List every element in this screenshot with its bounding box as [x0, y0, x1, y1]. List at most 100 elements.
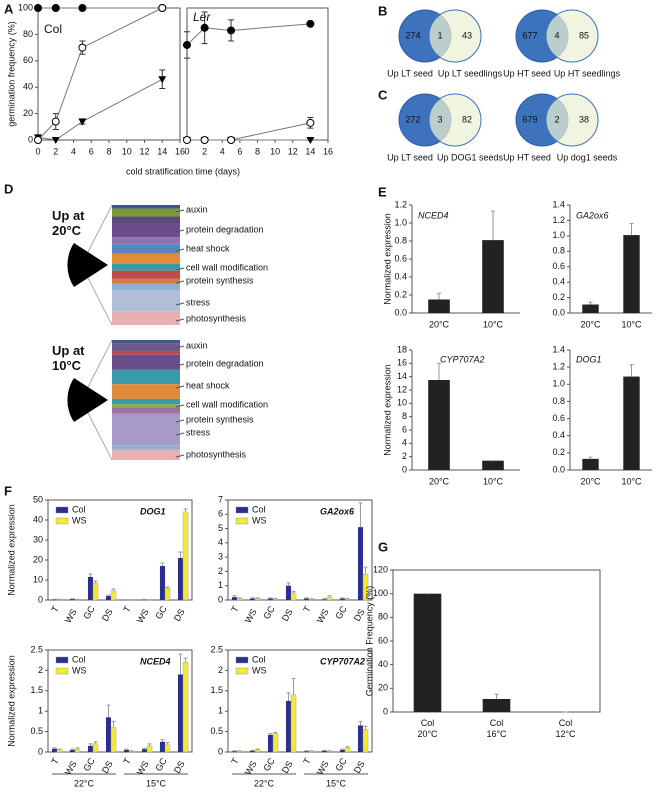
bar — [482, 240, 504, 313]
error-bar — [183, 657, 188, 663]
y-axis-label: Normalized expression — [6, 504, 16, 596]
bar — [303, 751, 309, 752]
error-bar — [57, 748, 62, 750]
y-tick-label: 40 — [33, 514, 43, 524]
x-tick-label: 10°C — [483, 476, 504, 486]
bar — [56, 749, 63, 753]
chart-title: GA2ox6 — [576, 210, 609, 220]
stack-strip — [112, 407, 180, 414]
connector — [87, 277, 113, 326]
bar — [92, 743, 99, 753]
x-tick-label: T — [121, 756, 133, 766]
group-label: 22°C — [74, 778, 95, 788]
venn: 274 1 43 Up LT seed Up LT seedlings — [387, 9, 503, 78]
stack-strip — [112, 413, 180, 446]
bar — [92, 582, 99, 601]
y-tick-label: 0.4 — [552, 430, 565, 440]
error-bar — [165, 742, 170, 745]
marker — [51, 137, 60, 144]
wedge — [67, 243, 108, 287]
venn-count: 2 — [554, 114, 559, 124]
chart: Ler 0 2 4 6 8 10 12 14 16 — [183, 7, 333, 156]
bar — [182, 662, 189, 753]
bar — [69, 599, 75, 600]
bar — [303, 598, 309, 600]
error-bar — [358, 720, 363, 726]
bar — [146, 745, 153, 753]
venn: 677 4 85 Up HT seed Up HT seedlings — [503, 9, 621, 78]
bar — [357, 725, 363, 752]
y-tick-label: 0 — [218, 746, 223, 756]
error-bar — [291, 590, 296, 593]
category-label: protein synthesis — [186, 275, 254, 285]
category-label: auxin — [186, 340, 208, 350]
y-tick-label: 8 — [402, 411, 407, 421]
bar — [321, 750, 327, 752]
y-tick-label: 2 — [402, 451, 407, 461]
marker — [183, 40, 191, 49]
x-tick-label: T — [301, 604, 313, 614]
stack-strip — [112, 205, 180, 209]
marker — [183, 136, 191, 144]
error-bar — [160, 739, 165, 742]
connector — [87, 204, 113, 253]
x-tick-label: T — [229, 756, 241, 766]
error-bar — [52, 747, 57, 749]
y-tick-label: 0.2 — [394, 289, 407, 299]
x-tick-label: 4 — [71, 146, 76, 156]
stack-strip — [112, 263, 180, 271]
legend-label: WS — [252, 515, 267, 525]
error-bar — [629, 223, 634, 236]
category-label: heat shock — [186, 380, 230, 390]
x-tick-label: 10°C — [621, 476, 642, 486]
bar — [51, 748, 57, 752]
bar — [428, 299, 450, 313]
y-axis-label: germination frequency (%) — [6, 21, 16, 127]
error-bar — [437, 362, 441, 380]
stack-strip — [112, 216, 180, 224]
pointer — [175, 345, 185, 349]
venn-label: Up LT seedlings — [438, 68, 503, 78]
panel-label: C — [378, 87, 388, 102]
marker — [200, 136, 209, 144]
stack-strip — [112, 223, 180, 238]
error-bar — [491, 210, 495, 241]
bar — [623, 376, 640, 470]
y-tick-label: 10 — [397, 398, 407, 408]
y-tick-label: 20 — [378, 683, 388, 693]
error-bar — [588, 456, 593, 459]
y-tick-label: 0.8 — [552, 396, 565, 406]
category-label: protein degradation — [186, 358, 264, 368]
venn-label: Up LT seed — [387, 68, 433, 78]
y-tick-label: 0.0 — [552, 464, 565, 474]
y-tick-label: 1 — [38, 706, 43, 716]
x-tick-label: 6 — [89, 146, 94, 156]
y-tick-label: 1.4 — [552, 344, 565, 354]
pointer — [175, 385, 185, 389]
connector — [87, 412, 113, 461]
y-tick-label: 3 — [218, 552, 223, 562]
bar — [231, 751, 237, 752]
x-tick-label: Col 16°C — [486, 718, 507, 739]
x-tick-label: T — [301, 756, 313, 766]
chart-title: DOG1 — [140, 506, 166, 516]
bar — [290, 592, 297, 601]
legend-label: Col — [252, 504, 266, 514]
plot-frame — [47, 649, 193, 753]
x-tick-label: T — [49, 756, 61, 766]
y-tick-label: 2.5 — [30, 644, 43, 654]
y-tick-label: 20 — [33, 554, 43, 564]
venn-count: 38 — [579, 114, 589, 124]
marker — [78, 118, 87, 126]
y-tick-label: 1.0 — [552, 379, 565, 389]
category-label: photosynthesis — [186, 313, 247, 323]
x-tick-label: 14 — [305, 146, 315, 156]
chart-title: Ler — [193, 10, 211, 24]
bar — [623, 235, 640, 313]
venn-count: 272 — [405, 114, 420, 124]
panel-label: G — [378, 539, 388, 554]
error-bar — [106, 594, 111, 596]
error-bar — [322, 598, 327, 600]
error-bar — [250, 597, 255, 599]
